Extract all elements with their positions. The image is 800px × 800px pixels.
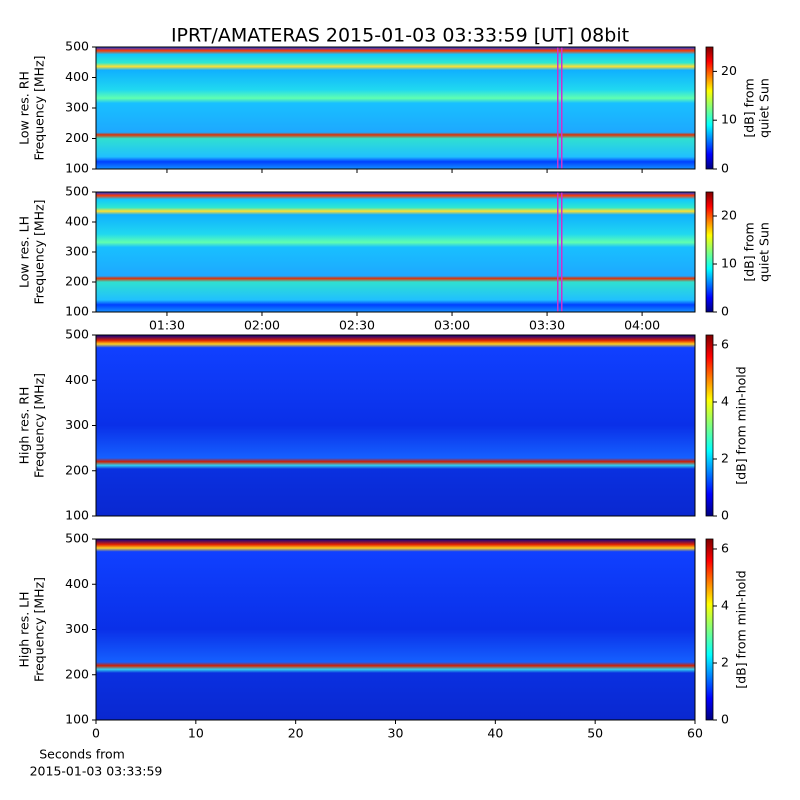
y-tick-label: 500 — [65, 39, 89, 54]
x-tick-label: 40 — [487, 726, 503, 741]
y-axis-label: Low res. RH — [17, 71, 32, 145]
colorbar-label: [dB] from — [742, 78, 757, 137]
x-tick-label: 03:00 — [434, 318, 470, 333]
y-axis-label: Frequency [MHz] — [32, 199, 47, 304]
x-tick-label: 02:00 — [244, 318, 280, 333]
y-axis-label: High res. RH — [17, 387, 32, 465]
figure-title: IPRT/AMATERAS 2015-01-03 03:33:59 [UT] 0… — [171, 25, 629, 47]
colorbar-tick-label: 0 — [721, 304, 729, 319]
x-axis-label: Seconds from — [39, 747, 125, 762]
y-tick-label: 200 — [65, 130, 89, 145]
spectrogram — [96, 47, 695, 169]
colorbar-label: [dB] from — [742, 222, 757, 281]
y-tick-label: 100 — [65, 304, 89, 319]
y-tick-label: 300 — [65, 621, 89, 636]
colorbar-tick-label: 4 — [721, 393, 729, 408]
x-tick-label: 0 — [92, 726, 100, 741]
colorbar-tick-label: 10 — [721, 112, 737, 127]
colorbar-tick-label: 2 — [721, 450, 729, 465]
colorbar-label: quiet Sun — [757, 222, 772, 282]
x-tick-label: 03:30 — [529, 318, 565, 333]
colorbar-label: [dB] from min-hold — [734, 570, 749, 688]
x-tick-label: 30 — [388, 726, 404, 741]
y-tick-label: 500 — [65, 327, 89, 342]
spectrogram — [96, 539, 695, 720]
colorbar-tick-label: 4 — [721, 597, 729, 612]
y-tick-label: 200 — [65, 462, 89, 477]
colorbar-tick-label: 20 — [721, 63, 737, 78]
y-axis-label: High res. LH — [17, 591, 32, 667]
y-tick-label: 500 — [65, 184, 89, 199]
colorbar — [705, 191, 714, 313]
x-tick-label: 01:30 — [149, 318, 185, 333]
colorbar-tick-label: 0 — [721, 161, 729, 176]
y-tick-label: 300 — [65, 244, 89, 259]
colorbar-label: [dB] from min-hold — [734, 366, 749, 484]
colorbar — [705, 46, 714, 170]
colorbar-tick-label: 20 — [721, 208, 737, 223]
x-tick-label: 04:00 — [624, 318, 660, 333]
y-tick-label: 300 — [65, 100, 89, 115]
spectrogram — [96, 192, 695, 312]
y-tick-label: 400 — [65, 372, 89, 387]
x-tick-label: 50 — [587, 726, 603, 741]
y-tick-label: 400 — [65, 69, 89, 84]
colorbar-tick-label: 6 — [721, 540, 729, 555]
x-tick-label: 60 — [687, 726, 703, 741]
y-tick-label: 400 — [65, 576, 89, 591]
y-tick-label: 400 — [65, 214, 89, 229]
y-axis-label: Low res. LH — [17, 216, 32, 288]
colorbar-label: quiet Sun — [757, 78, 772, 138]
y-axis-label: Frequency [MHz] — [32, 55, 47, 160]
y-tick-label: 500 — [65, 531, 89, 546]
colorbar-tick-label: 10 — [721, 256, 737, 271]
colorbar-tick-label: 2 — [721, 654, 729, 669]
y-tick-label: 100 — [65, 712, 89, 727]
y-tick-label: 200 — [65, 666, 89, 681]
colorbar-tick-label: 0 — [721, 508, 729, 523]
y-tick-label: 300 — [65, 417, 89, 432]
y-tick-label: 100 — [65, 161, 89, 176]
y-axis-label: Frequency [MHz] — [32, 577, 47, 682]
x-tick-label: 20 — [288, 726, 304, 741]
colorbar-tick-label: 6 — [721, 336, 729, 351]
y-tick-label: 200 — [65, 274, 89, 289]
x-tick-label: 10 — [188, 726, 204, 741]
colorbar-tick-label: 0 — [721, 712, 729, 727]
x-axis-label: 2015-01-03 03:33:59 — [30, 764, 163, 779]
y-axis-label: Frequency [MHz] — [32, 373, 47, 478]
colorbar — [705, 538, 714, 721]
x-tick-label: 02:30 — [339, 318, 375, 333]
colorbar — [705, 334, 714, 517]
spectrogram — [96, 335, 695, 516]
y-tick-label: 100 — [65, 508, 89, 523]
